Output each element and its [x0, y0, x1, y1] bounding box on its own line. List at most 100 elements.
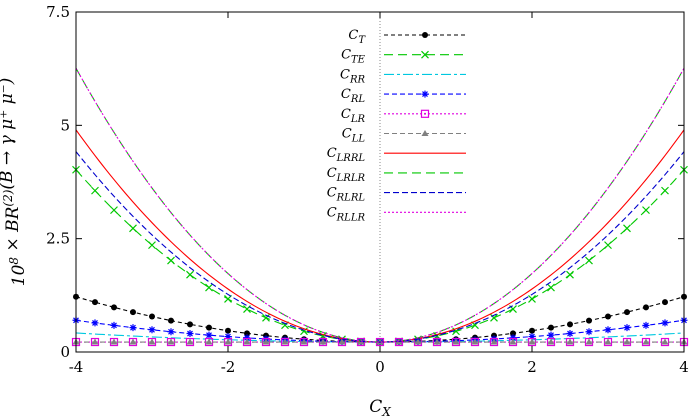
series-point-c-t	[92, 299, 98, 306]
series-point-c-rl	[91, 319, 99, 327]
series-point-c-rl	[110, 321, 118, 329]
y-tick-label: 2.5	[46, 230, 70, 248]
series-point-c-ll	[167, 338, 175, 345]
series-point-c-rl	[528, 333, 536, 341]
series-c-rlrl	[75, 151, 685, 343]
y-tick-label: 0	[60, 343, 70, 361]
x-tick-label: 2	[527, 358, 537, 376]
ticks-layer: -4 -2 0 2 4 0 2.5 5 7.5	[46, 3, 689, 376]
series-point-c-te	[528, 295, 536, 303]
series-point-c-ll	[262, 338, 270, 345]
x-tick-label: 4	[679, 358, 689, 376]
series-point-c-te	[224, 295, 232, 303]
legend-marker-c-rl	[421, 90, 429, 98]
series-point-c-te	[623, 224, 631, 233]
series-point-c-t	[111, 304, 117, 311]
series-line-c-rlrl	[75, 151, 685, 343]
series-point-c-te	[604, 241, 612, 250]
series-point-c-te	[148, 241, 156, 250]
series-point-c-te	[661, 186, 669, 195]
series-point-c-ll	[148, 338, 156, 345]
series-point-c-ll	[547, 338, 555, 345]
series-point-c-rl	[243, 334, 251, 342]
series-point-c-ll	[623, 338, 631, 345]
series-point-c-te	[490, 313, 498, 322]
series-point-c-t	[662, 299, 668, 306]
series-point-c-ll	[642, 338, 650, 345]
series-point-c-ll	[471, 338, 479, 345]
series-point-c-t	[130, 309, 136, 316]
series-point-c-ll	[528, 338, 536, 345]
series-point-c-t	[225, 327, 231, 334]
y-tick-label: 5	[60, 116, 70, 134]
series-point-c-ll	[604, 338, 612, 345]
series-point-c-te	[129, 224, 137, 233]
series-point-c-ll	[319, 338, 327, 345]
series-point-c-ll	[490, 338, 498, 345]
series-point-c-ll	[509, 338, 517, 345]
series-line-c-te	[75, 169, 685, 343]
legend-label-c-te: CTE	[341, 48, 366, 66]
series-point-c-ll	[91, 338, 99, 345]
series-point-c-t	[567, 321, 573, 328]
y-axis-label: 108 × BR(2)(B → γ μ⁺ μ⁻)	[0, 78, 29, 286]
series-point-c-rl	[186, 330, 194, 338]
series-point-c-ll	[243, 338, 251, 345]
series-point-c-ll	[566, 338, 574, 345]
series-point-c-ll	[129, 338, 137, 345]
series-point-c-t	[586, 317, 592, 324]
legend-label-c-t: CT	[348, 28, 366, 46]
series-point-c-rl	[661, 319, 669, 327]
legend-marker-c-ll	[421, 130, 429, 136]
series-point-c-t	[168, 317, 174, 324]
legend-label-c-lrrl: CLRRL	[327, 146, 366, 164]
y-tick-label: 7.5	[46, 3, 70, 21]
series-point-c-te	[91, 186, 99, 195]
legend-marker-c-t	[422, 32, 428, 38]
series-point-c-rl	[224, 333, 232, 341]
series-point-c-rl	[566, 330, 574, 338]
legend-label-c-rl: CRL	[341, 87, 365, 105]
series-point-c-te	[642, 206, 650, 215]
series-point-c-ll	[338, 338, 346, 345]
legend-label-c-ll: CLL	[342, 127, 366, 145]
series-layer	[71, 67, 689, 347]
legend-label-c-rlrl: CRLRL	[327, 186, 366, 204]
series-point-c-ll	[186, 338, 194, 345]
series-point-c-rl	[129, 324, 137, 332]
series-point-c-rl	[642, 321, 650, 329]
series-point-c-t	[643, 304, 649, 311]
series-point-c-te	[205, 283, 213, 292]
series-point-c-rl	[604, 326, 612, 334]
series-point-c-ll	[281, 338, 289, 345]
series-point-c-t	[149, 313, 155, 320]
series-point-c-ll	[414, 338, 422, 345]
series-point-c-ll	[205, 338, 213, 345]
legend-label-c-rr: CRR	[340, 67, 365, 85]
series-point-c-rl	[205, 331, 213, 339]
x-tick-label: -4	[69, 358, 84, 376]
legend-label-c-lrlr: CLRLR	[327, 166, 366, 184]
x-axis-label: CX	[369, 397, 391, 418]
series-point-c-t	[605, 313, 611, 320]
series-point-c-te	[167, 256, 175, 265]
series-point-c-ll	[433, 338, 441, 345]
series-point-c-rl	[547, 331, 555, 339]
series-point-c-t	[510, 330, 516, 337]
legend-marker-c-lr	[420, 109, 430, 118]
series-point-c-t	[624, 309, 630, 316]
series-point-c-te	[566, 270, 574, 279]
series-point-c-t	[206, 324, 212, 331]
series-point-c-rl	[167, 328, 175, 336]
series-point-c-ll	[585, 338, 593, 345]
series-c-lrrl	[75, 129, 685, 343]
series-point-c-rl	[623, 324, 631, 332]
series-point-c-te	[186, 270, 194, 279]
series-point-c-t	[244, 330, 250, 337]
series-point-c-t	[548, 324, 554, 331]
series-point-c-rl	[585, 328, 593, 336]
legend-label-c-lr: CLR	[341, 107, 366, 125]
series-point-c-rl	[148, 326, 156, 334]
series-point-c-te	[262, 313, 270, 322]
series-line-c-lrrl	[75, 129, 685, 343]
